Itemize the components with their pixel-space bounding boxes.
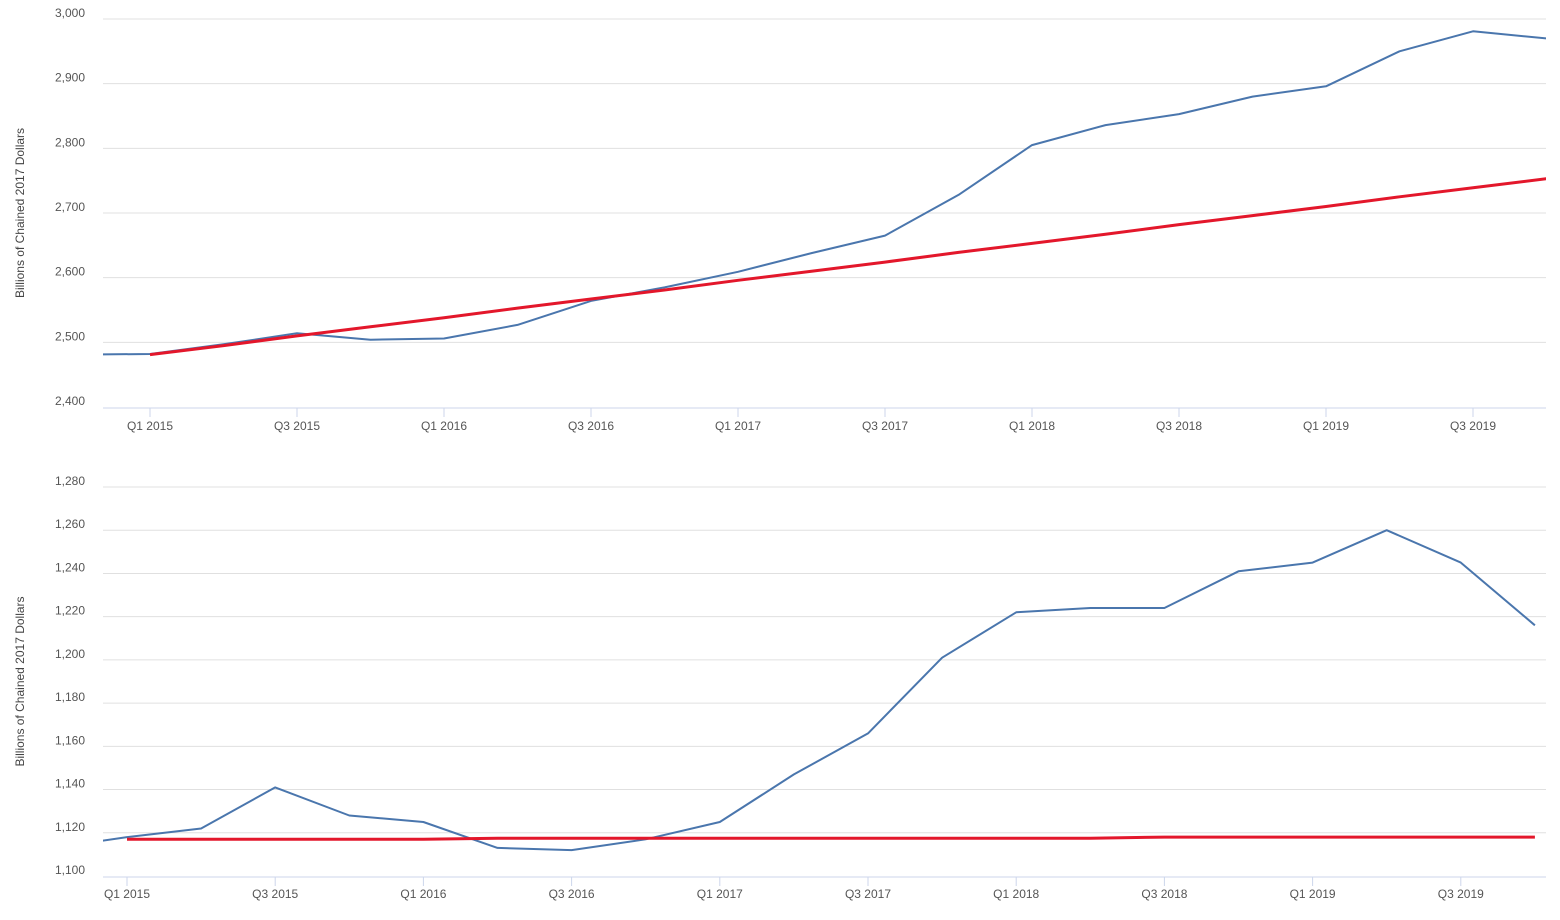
y-tick-label: 2,800 — [55, 135, 85, 149]
y-tick-label: 1,180 — [55, 690, 85, 704]
y-tick-label: 1,100 — [55, 863, 85, 877]
y-tick-label: 1,200 — [55, 647, 85, 661]
y-tick-label: 1,260 — [55, 517, 85, 531]
y-tick-label: 1,220 — [55, 604, 85, 618]
trend-series-line — [149, 177, 1546, 357]
x-tick-label: Q3 2016 — [549, 887, 595, 901]
x-tick-label: Q3 2015 — [252, 887, 298, 901]
y-tick-label: 2,400 — [55, 394, 85, 408]
x-tick-label: Q1 2016 — [421, 419, 467, 433]
y-tick-label: 2,900 — [55, 71, 85, 85]
y-axis-title: Billions of Chained 2017 Dollars — [13, 596, 27, 766]
x-tick-label: Q1 2016 — [400, 887, 446, 901]
y-tick-label: 2,500 — [55, 329, 85, 343]
actual-series-line — [103, 529, 1536, 852]
x-tick-label: Q3 2018 — [1156, 419, 1202, 433]
x-tick-label: Q1 2015 — [104, 887, 150, 901]
x-tick-label: Q1 2017 — [697, 887, 743, 901]
x-tick-label: Q3 2015 — [274, 419, 320, 433]
y-tick-label: 3,000 — [55, 6, 85, 20]
x-tick-label: Q1 2018 — [1009, 419, 1055, 433]
y-tick-label: 1,240 — [55, 560, 85, 574]
x-tick-label: Q1 2019 — [1290, 887, 1336, 901]
x-tick-label: Q3 2017 — [845, 887, 891, 901]
y-tick-label: 1,160 — [55, 733, 85, 747]
y-axis-title: Billions of Chained 2017 Dollars — [13, 128, 27, 298]
y-tick-label: 1,120 — [55, 820, 85, 834]
y-tick-label: 1,140 — [55, 777, 85, 791]
x-tick-label: Q3 2018 — [1141, 887, 1187, 901]
actual-series-line — [103, 30, 1546, 356]
top-chart-panel: 2,400 2,500 2,600 2,700 2,800 2,900 3,000 Q1 20… — [13, 6, 1546, 433]
trend-series-line — [127, 835, 1535, 841]
y-tick-label: 2,700 — [55, 200, 85, 214]
x-tick-label: Q1 2018 — [993, 887, 1039, 901]
x-tick-label: Q1 2015 — [127, 419, 173, 433]
x-tick-label: Q1 2019 — [1303, 419, 1349, 433]
bottom-chart-panel: 1,100 1,120 1,140 1,160 1,180 1,200 1,220 1,240… — [13, 474, 1546, 901]
y-tick-label: 1,280 — [55, 474, 85, 488]
x-tick-label: Q3 2019 — [1450, 419, 1496, 433]
x-tick-label: Q1 2017 — [715, 419, 761, 433]
x-tick-label: Q3 2017 — [862, 419, 908, 433]
x-tick-label: Q3 2019 — [1438, 887, 1484, 901]
y-tick-label: 2,600 — [55, 265, 85, 279]
x-tick-label: Q3 2016 — [568, 419, 614, 433]
